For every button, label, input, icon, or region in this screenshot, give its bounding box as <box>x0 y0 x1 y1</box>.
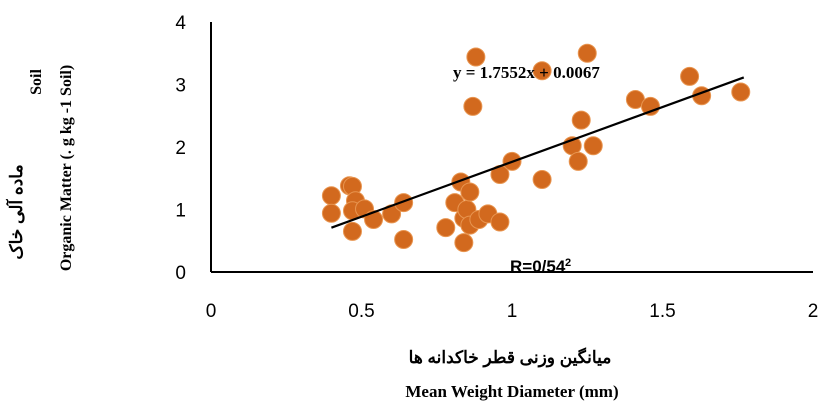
y-axis-title-english: Organic Matter (. g kg -1 Soil) <box>58 65 75 271</box>
data-point <box>731 82 751 102</box>
data-point <box>490 212 510 232</box>
data-point <box>568 151 588 171</box>
data-point <box>583 136 603 156</box>
x-tick-labels: 0 0.5 1 1.5 2 <box>206 301 819 322</box>
data-point <box>321 186 341 206</box>
plot-area <box>210 22 813 273</box>
data-point <box>463 96 483 116</box>
r-squared-superscript: 2 <box>565 257 571 269</box>
data-point <box>436 218 456 238</box>
x-tick-label: 1 <box>507 301 518 322</box>
y-axis-title-soil: Soil <box>28 69 45 95</box>
trendline <box>331 76 745 229</box>
y-tick-label: 3 <box>175 76 186 97</box>
data-point <box>571 110 591 130</box>
y-tick-labels: 0 1 2 3 4 <box>175 13 186 284</box>
y-tick-label: 0 <box>175 263 186 284</box>
data-point <box>532 61 552 81</box>
y-tick-label: 2 <box>175 138 186 159</box>
x-tick-label: 1.5 <box>649 301 675 322</box>
r-squared-label: R=0/54 <box>510 257 566 276</box>
data-point <box>394 230 414 249</box>
data-point <box>460 182 480 202</box>
x-axis-title-english: Mean Weight Diameter (mm) <box>405 382 618 401</box>
x-tick-label: 2 <box>808 301 819 322</box>
data-point <box>321 203 341 223</box>
data-point <box>466 47 486 67</box>
data-point <box>680 66 700 86</box>
data-point <box>577 43 597 63</box>
data-point <box>394 193 414 213</box>
y-tick-label: 4 <box>175 13 186 34</box>
y-tick-label: 1 <box>175 201 186 222</box>
data-point <box>532 170 552 189</box>
regression-equation: y = 1.7552x + 0.0067 <box>453 63 600 82</box>
y-axis-title-persian: ماده آلی خاک <box>5 164 26 259</box>
data-point <box>454 233 474 253</box>
x-tick-label: 0.5 <box>348 301 374 322</box>
x-tick-label: 0 <box>206 301 217 322</box>
data-point <box>342 221 362 241</box>
x-axis-title-persian: میانگین وزنی قطر خاکدانه ها <box>409 347 612 368</box>
